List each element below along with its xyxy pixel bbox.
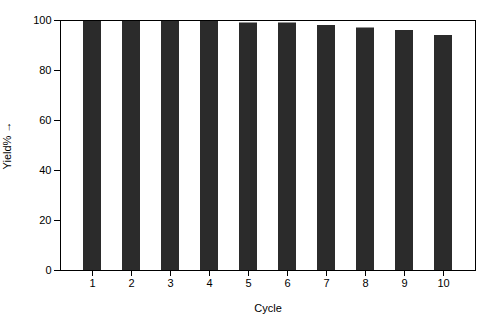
svg-text:0: 0 (45, 264, 51, 276)
svg-text:20: 20 (39, 214, 51, 226)
svg-text:8: 8 (362, 277, 368, 289)
svg-text:6: 6 (284, 277, 290, 289)
svg-text:5: 5 (245, 277, 251, 289)
svg-text:80: 80 (39, 64, 51, 76)
svg-text:1: 1 (89, 277, 95, 289)
svg-text:Cycle: Cycle (254, 302, 282, 314)
svg-text:4: 4 (206, 277, 212, 289)
svg-text:2: 2 (128, 277, 134, 289)
svg-text:100: 100 (33, 14, 51, 26)
svg-text:9: 9 (401, 277, 407, 289)
svg-text:40: 40 (39, 164, 51, 176)
svg-text:Yield% →: Yield% → (1, 122, 13, 170)
svg-text:3: 3 (167, 277, 173, 289)
svg-text:10: 10 (437, 277, 449, 289)
svg-text:7: 7 (323, 277, 329, 289)
svg-text:60: 60 (39, 114, 51, 126)
